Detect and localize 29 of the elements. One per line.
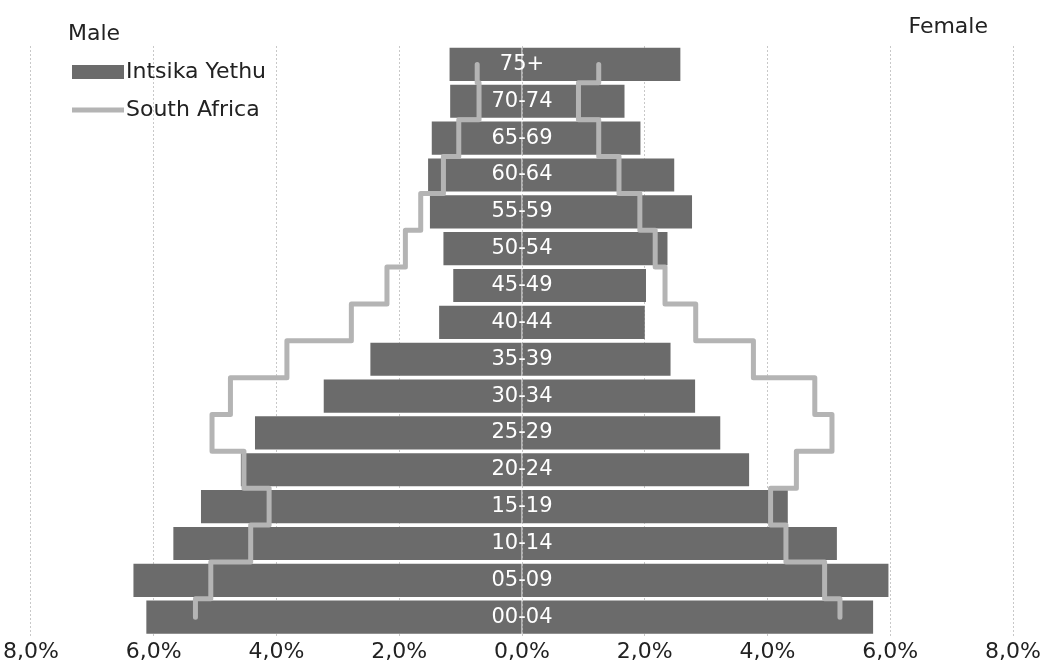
y-tick-label: 60-64 xyxy=(491,161,553,186)
x-tick-label: 0,0% xyxy=(494,637,550,663)
y-tick-label: 25-29 xyxy=(491,419,553,444)
y-tick-label: 15-19 xyxy=(491,493,553,518)
y-tick-label: 10-14 xyxy=(491,529,553,554)
y-tick-label: 35-39 xyxy=(491,345,553,370)
legend-label: South Africa xyxy=(126,95,260,121)
x-tick-label: 6,0% xyxy=(862,637,919,663)
x-tick-label: 4,0% xyxy=(739,637,796,663)
y-tick-label: 55-59 xyxy=(491,198,553,223)
y-tick-label: 30-34 xyxy=(491,382,553,407)
x-tick-label: 2,0% xyxy=(371,637,428,663)
text: Female xyxy=(908,13,988,38)
y-tick-label: 05-09 xyxy=(491,566,553,591)
y-tick-label: 70-74 xyxy=(491,87,553,112)
y-tick-label: 40-44 xyxy=(491,308,553,333)
y-tick-label: 00-04 xyxy=(491,603,553,628)
x-tick-label: 4,0% xyxy=(248,637,305,663)
x-tick-label: 8,0% xyxy=(2,637,59,663)
y-tick-label: 75+ xyxy=(499,50,545,75)
x-tick-label: 8,0% xyxy=(985,637,1042,663)
text: Male xyxy=(68,20,121,45)
legend-label: Intsika Yethu xyxy=(126,57,267,83)
y-tick-label: 65-69 xyxy=(491,124,553,149)
x-tick-label: 2,0% xyxy=(616,637,673,663)
y-tick-label: 45-49 xyxy=(491,271,553,296)
y-tick-label: 20-24 xyxy=(491,456,553,481)
x-tick-label: 6,0% xyxy=(125,637,182,663)
y-tick-label: 50-54 xyxy=(491,235,553,260)
